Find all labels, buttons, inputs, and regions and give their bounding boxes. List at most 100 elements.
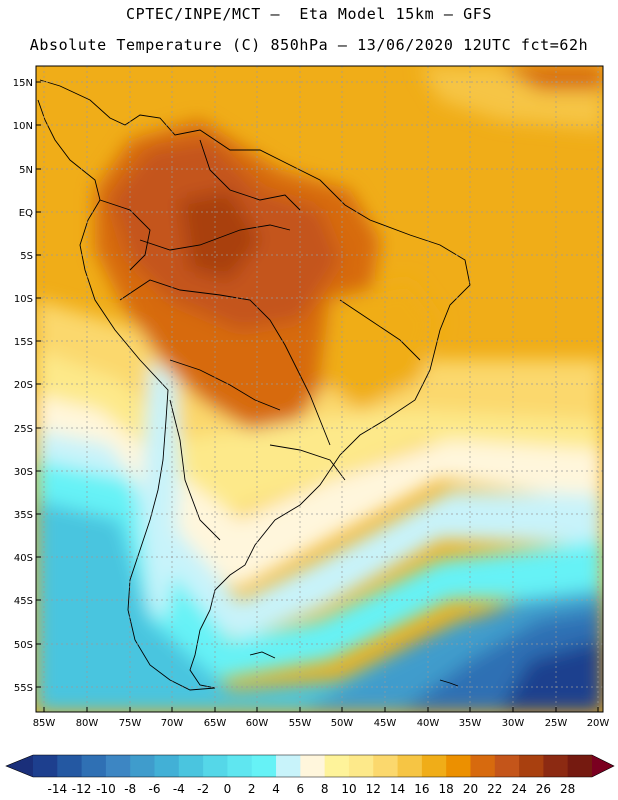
- title-line-1: CPTEC/INPE/MCT – Eta Model 15km – GFS: [126, 5, 492, 23]
- south-america-coast: [37, 79, 471, 691]
- lat-label: 15N: [13, 78, 33, 89]
- lon-label: 70W: [161, 718, 184, 729]
- border-colombia: [99, 199, 151, 271]
- border-venezuela: [199, 139, 301, 211]
- lon-label: 40W: [417, 718, 440, 729]
- border-bolivia: [169, 359, 281, 411]
- colorbar-swatch: [33, 755, 58, 777]
- south-georgia: [439, 679, 459, 687]
- colorbar-swatch: [203, 755, 228, 777]
- colorbar-swatch: [227, 755, 253, 777]
- title-line-2: Absolute Temperature (C) 850hPa – 13/06/…: [29, 36, 589, 54]
- colorbar-low-arrow: [6, 755, 33, 777]
- colorbar: [5, 754, 615, 778]
- colorbar-swatch: [446, 755, 471, 777]
- colorbar-swatch: [178, 755, 204, 777]
- lat-label: EQ: [19, 208, 33, 219]
- colorbar-label: 26: [535, 782, 552, 796]
- lon-label: 25W: [545, 718, 568, 729]
- lat-label: 30S: [14, 467, 33, 478]
- colorbar-swatch: [276, 755, 301, 777]
- lat-label: 35S: [14, 510, 33, 521]
- lat-label: 5N: [19, 165, 33, 176]
- latitude-labels: 15N 10N 5N EQ 5S 10S 15S 20S 25S 30S 35S…: [13, 78, 33, 694]
- colorbar-label: 0: [223, 782, 232, 796]
- lon-label: 60W: [246, 718, 269, 729]
- colorbar-swatch: [348, 755, 374, 777]
- border-chile-argentina: [169, 399, 221, 541]
- colorbar-label: -2: [197, 782, 210, 796]
- colorbar-label: 20: [462, 782, 479, 796]
- lon-label: 55W: [289, 718, 312, 729]
- lat-label: 10S: [14, 294, 33, 305]
- colorbar-label: -10: [96, 782, 116, 796]
- lat-label: 55S: [14, 683, 33, 694]
- colorbar-label: 10: [341, 782, 357, 796]
- lon-label: 20W: [587, 718, 610, 729]
- colorbar-swatch: [300, 755, 326, 777]
- colorbar-label: -6: [148, 782, 161, 796]
- colorbar-label: 28: [560, 782, 576, 796]
- colorbar-label: 4: [272, 782, 280, 796]
- lon-label: 50W: [331, 718, 354, 729]
- falklands: [249, 651, 276, 659]
- border-brazil-west: [119, 279, 331, 446]
- colorbar-label: 22: [487, 782, 503, 796]
- map-border: [35, 65, 604, 713]
- border-amazon: [139, 224, 291, 251]
- coastlines: [37, 79, 471, 691]
- colorbar-swatch: [105, 755, 131, 777]
- colorbar-swatch: [421, 755, 447, 777]
- colorbar-swatch: [57, 755, 83, 777]
- border-brazil-states: [339, 299, 421, 361]
- lat-label: 40S: [14, 553, 33, 564]
- colorbar-high-arrow: [592, 755, 614, 777]
- colorbar-label: 18: [438, 782, 454, 796]
- field-navy-band: [500, 640, 603, 712]
- colorbar-swatch: [251, 755, 277, 777]
- colorbar-label: 2: [247, 782, 256, 796]
- colorbar-swatch: [154, 755, 180, 777]
- lat-label: 25S: [14, 424, 33, 435]
- colorbar-label: -14: [47, 782, 68, 796]
- colorbar-label: -8: [124, 782, 137, 796]
- colorbar-swatch: [567, 755, 593, 777]
- lon-label: 65W: [204, 718, 227, 729]
- field-caribbean-hot: [500, 66, 603, 90]
- longitude-labels: 85W 80W 75W 70W 65W 60W 55W 50W 45W 40W …: [33, 718, 610, 729]
- colorbar-label: 14: [389, 782, 406, 796]
- axis-ticks: [36, 81, 599, 712]
- lon-label: 80W: [76, 718, 99, 729]
- temperature-field: [36, 66, 603, 712]
- lon-label: 30W: [502, 718, 525, 729]
- colorbar-label: -12: [71, 782, 92, 796]
- border-uruguay: [269, 444, 346, 481]
- colorbar-label: -4: [172, 782, 185, 796]
- colorbar-swatch: [543, 755, 569, 777]
- lon-label: 45W: [374, 718, 397, 729]
- field-brazil-east: [320, 280, 440, 410]
- lat-label: 15S: [14, 337, 33, 348]
- colorbar-swatch: [81, 755, 107, 777]
- field-continent-hottest: [180, 190, 260, 280]
- lon-label: 75W: [119, 718, 142, 729]
- colorbar-label: 8: [320, 782, 329, 796]
- colorbar-label: 24: [511, 782, 527, 796]
- lat-label: 5S: [20, 251, 33, 262]
- lat-label: 20S: [14, 380, 33, 391]
- colorbar-swatch: [324, 755, 350, 777]
- lat-label: 45S: [14, 596, 33, 607]
- lon-label: 35W: [459, 718, 482, 729]
- colorbar-swatch: [519, 755, 544, 777]
- colorbar-outline: [5, 754, 615, 778]
- lat-label: 50S: [14, 640, 33, 651]
- colorbar-label: 16: [414, 782, 430, 796]
- colorbar-swatch: [470, 755, 496, 777]
- lon-label: 85W: [33, 718, 56, 729]
- colorbar-swatch: [397, 755, 423, 777]
- field-andes-cold: [140, 360, 180, 620]
- colorbar-label: 12: [365, 782, 381, 796]
- colorbar-label: 6: [296, 782, 305, 796]
- colorbar-swatch: [130, 755, 155, 777]
